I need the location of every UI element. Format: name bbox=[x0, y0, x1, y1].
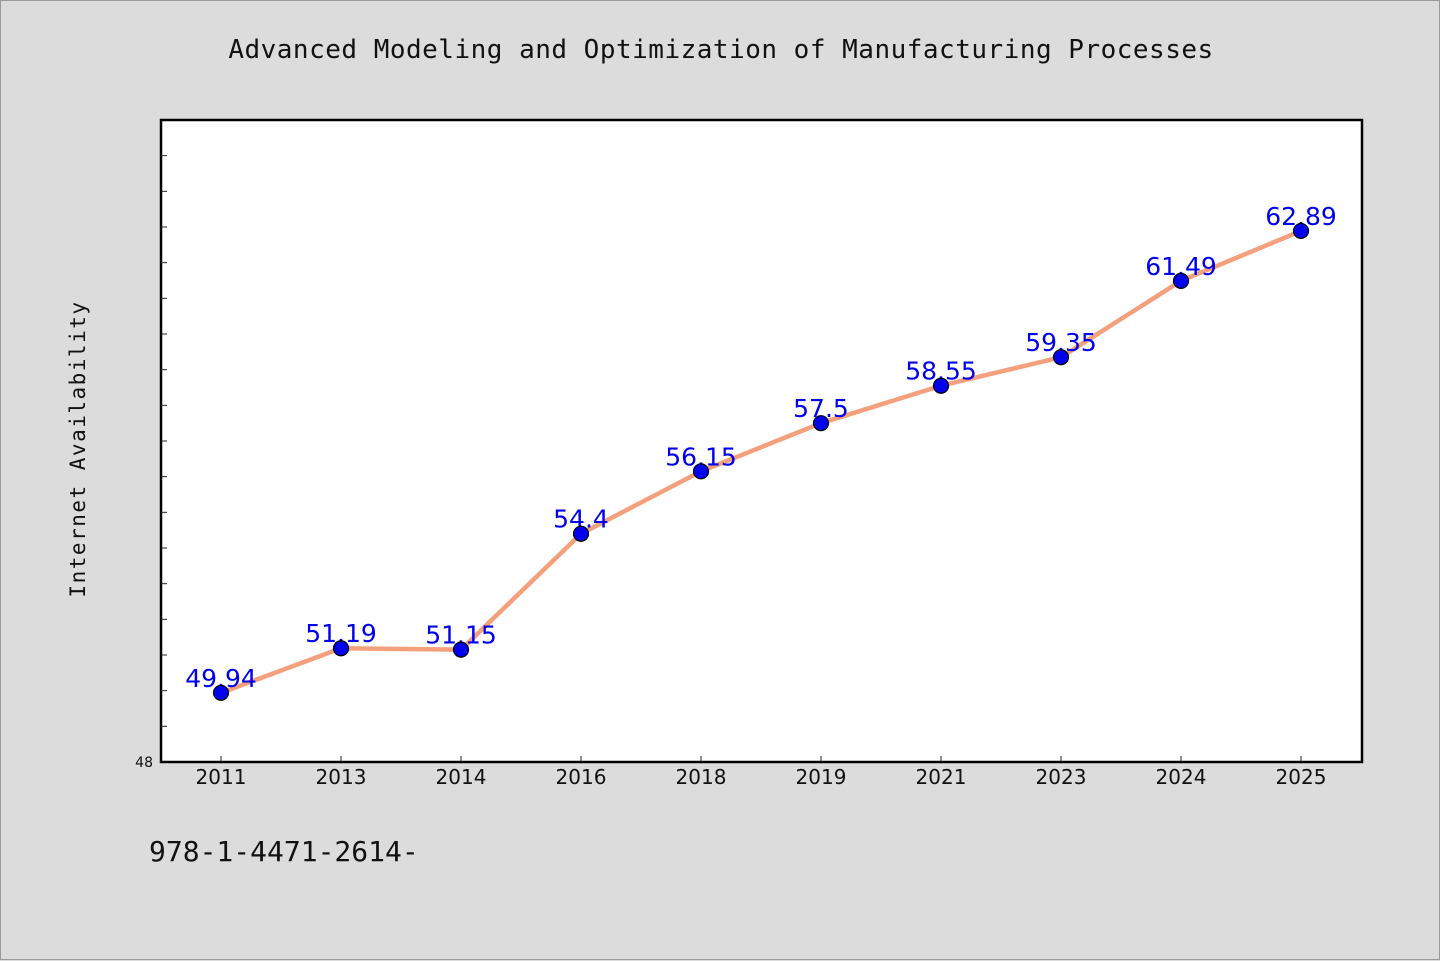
x-tick-label: 2024 bbox=[1156, 765, 1207, 789]
data-point bbox=[692, 463, 710, 480]
data-point bbox=[212, 684, 230, 701]
y-tick-label: 48 bbox=[135, 755, 153, 771]
data-point bbox=[452, 641, 470, 658]
data-point bbox=[572, 525, 590, 542]
x-tick-label: 2013 bbox=[316, 765, 367, 789]
series-line bbox=[220, 228, 1302, 695]
plot-area bbox=[159, 118, 1364, 764]
x-tick-label: 2016 bbox=[556, 765, 607, 789]
data-point bbox=[1172, 272, 1190, 289]
x-tick-label: 2025 bbox=[1276, 765, 1327, 789]
x-tick-label: 2021 bbox=[916, 765, 967, 789]
data-point bbox=[332, 640, 350, 657]
chart-title: Advanced Modeling and Optimization of Ma… bbox=[228, 35, 1214, 65]
x-tick-label: 2018 bbox=[676, 765, 727, 789]
footnote-text: 978-1-4471-2614- bbox=[149, 835, 419, 868]
x-tick-label: 2011 bbox=[196, 765, 247, 789]
data-point bbox=[1292, 222, 1310, 240]
x-tick-label: 2023 bbox=[1036, 765, 1087, 789]
data-point bbox=[1052, 349, 1070, 366]
data-point bbox=[812, 415, 830, 432]
data-point bbox=[932, 377, 950, 394]
x-tick-label: 2019 bbox=[796, 765, 847, 789]
x-tick-label: 2014 bbox=[436, 765, 487, 789]
